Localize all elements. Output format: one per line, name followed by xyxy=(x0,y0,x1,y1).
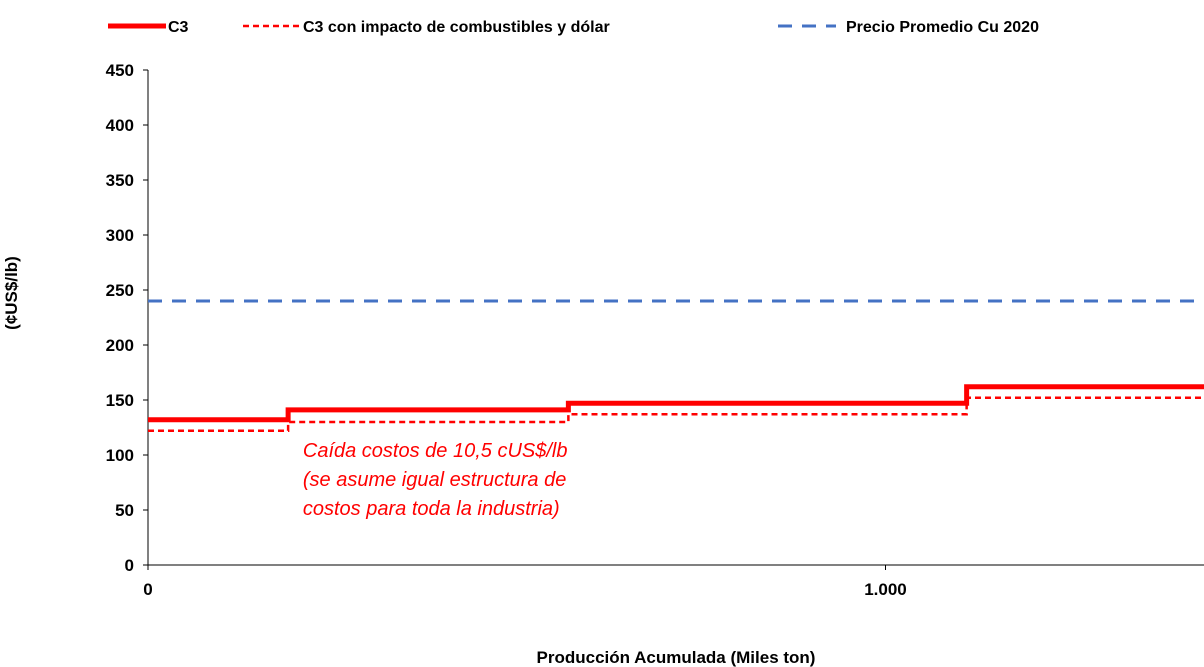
y-tick-label: 400 xyxy=(106,116,134,135)
y-tick-label: 0 xyxy=(125,556,134,575)
y-tick-label: 200 xyxy=(106,336,134,355)
x-axis-title: Producción Acumulada (Miles ton) xyxy=(537,648,816,667)
legend: C3 C3 con impacto de combustibles y dóla… xyxy=(108,19,1039,36)
y-axis-title: (¢US$/lb) xyxy=(2,256,21,330)
series-layer xyxy=(148,299,1204,433)
legend-label-c3-impacto: C3 con impacto de combustibles y dólar xyxy=(303,19,610,36)
y-tick-label: 350 xyxy=(106,171,134,190)
series-line-1 xyxy=(148,396,1204,433)
annotation-1-line: costos para toda la industria) xyxy=(303,498,560,520)
y-axis-ticks: 0 50 100 150 200 250 300 350 400 450 xyxy=(106,61,148,575)
y-tick-label: 250 xyxy=(106,281,134,300)
annotation-1-line: (se asume igual estructura de xyxy=(303,469,566,491)
legend-label-precio-promedio: Precio Promedio Cu 2020 xyxy=(846,19,1039,36)
x-tick-label: 0 xyxy=(143,580,152,599)
annotations: Precio Cu promedio2020 (240 cUS$/lb)Caíd… xyxy=(303,440,568,520)
y-tick-label: 150 xyxy=(106,391,134,410)
x-axis-ticks: 01.0002.0003.0004.0005.000 xyxy=(143,565,907,599)
series-line-0 xyxy=(148,384,1204,423)
y-tick-label: 100 xyxy=(106,446,134,465)
x-tick-label: 1.000 xyxy=(864,580,907,599)
y-tick-label: 450 xyxy=(106,61,134,80)
legend-label-c3: C3 xyxy=(168,19,189,36)
y-tick-label: 50 xyxy=(115,501,134,520)
y-tick-label: 300 xyxy=(106,226,134,245)
annotation-1-line: Caída costos de 10,5 cUS$/lb xyxy=(303,440,568,462)
